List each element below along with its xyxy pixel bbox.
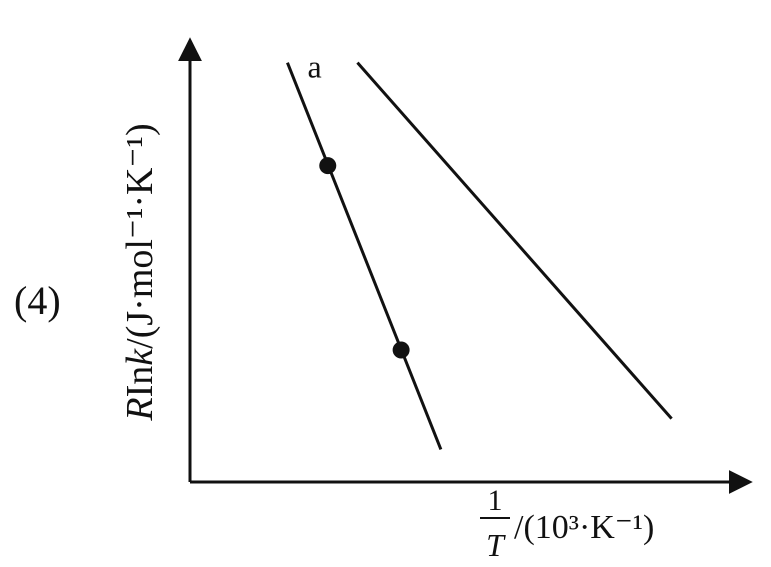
- series-label-1: a: [307, 49, 321, 85]
- y-label-R: R: [119, 397, 161, 421]
- x-axis-label: 1 T /(10³·K⁻¹): [480, 484, 654, 563]
- question-label: (4): [14, 278, 61, 323]
- series-line-2: [356, 61, 673, 420]
- series-1-point-1: [319, 157, 337, 175]
- y-axis-label: RInk/(J·mol⁻¹·K⁻¹): [119, 123, 161, 421]
- series-layer: a: [286, 49, 673, 450]
- x-label-numerator: 1: [488, 484, 503, 517]
- x-label-unit: /(10³·K⁻¹): [514, 509, 654, 546]
- y-label-k: k: [119, 348, 161, 366]
- series-line-1: [286, 62, 443, 450]
- y-label-ln: In: [119, 366, 161, 398]
- series-1-point-2: [392, 341, 410, 359]
- y-label-unit: /(J·mol⁻¹·K⁻¹): [119, 123, 161, 348]
- x-label-denominator: T: [486, 527, 506, 563]
